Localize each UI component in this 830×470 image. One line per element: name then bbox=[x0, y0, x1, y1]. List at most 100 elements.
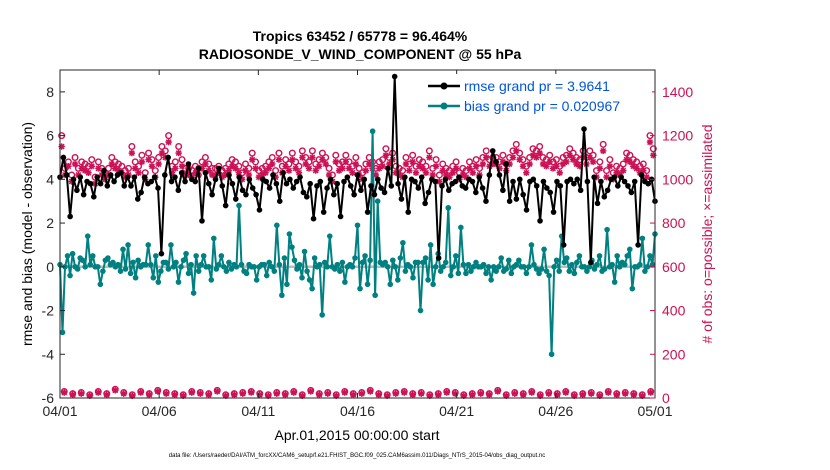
obs-possible-marker bbox=[298, 147, 306, 155]
obs-assimilated-marker-low bbox=[358, 390, 365, 397]
bias-point bbox=[236, 202, 242, 209]
bias-point bbox=[233, 264, 240, 270]
obs-possible-marker bbox=[178, 156, 186, 164]
bias-point bbox=[173, 259, 179, 266]
x-axis-ticks: 04/01 04/06 04/11 04/16 04/21 04/26 05/01 bbox=[42, 70, 673, 419]
rmse-point bbox=[276, 198, 283, 204]
bias-point bbox=[299, 274, 305, 281]
obs-assimilated-marker-low bbox=[554, 391, 561, 398]
obs-possible-marker bbox=[288, 149, 296, 157]
obs-possible-marker bbox=[402, 153, 410, 161]
bias-point bbox=[644, 264, 651, 270]
bias-point bbox=[226, 259, 232, 266]
obs-assimilated-marker-low bbox=[61, 389, 68, 396]
bias-point bbox=[301, 248, 308, 255]
bias-point bbox=[150, 274, 157, 281]
obs-possible-marker bbox=[158, 143, 166, 151]
obs-assimilated-marker bbox=[185, 171, 192, 179]
obs-assimilated-marker-low bbox=[596, 392, 603, 400]
obs-assimilated-marker bbox=[533, 154, 540, 161]
rmse-point bbox=[500, 187, 506, 194]
bias-point bbox=[450, 264, 457, 270]
bias-point bbox=[74, 266, 81, 272]
obs-possible-marker bbox=[248, 149, 256, 157]
bias-point bbox=[521, 264, 527, 270]
rmse-point bbox=[141, 174, 148, 180]
obs-possible-marker bbox=[512, 140, 520, 148]
rmse-point bbox=[226, 172, 232, 178]
obs-assimilated-marker bbox=[88, 163, 95, 170]
bias-point bbox=[616, 264, 623, 270]
bias-point bbox=[425, 277, 431, 283]
rmse-point bbox=[510, 178, 516, 185]
obs-assimilated-marker bbox=[606, 163, 614, 170]
rmse-point bbox=[395, 180, 401, 187]
obs-assimilated-marker bbox=[95, 165, 102, 172]
obs-assimilated-marker bbox=[589, 158, 597, 166]
obs-assimilated-marker bbox=[145, 156, 152, 163]
obs-possible-marker bbox=[231, 158, 239, 166]
obs-assimilated-marker bbox=[325, 171, 333, 179]
bias-point bbox=[546, 272, 552, 279]
obs-possible-marker bbox=[352, 153, 360, 161]
obs-possible-marker bbox=[282, 156, 290, 164]
rmse-point bbox=[341, 178, 347, 185]
bias-point bbox=[132, 274, 139, 281]
obs-assimilated-marker bbox=[272, 173, 279, 181]
x-axis-label: Apr.01,2015 00:00:00 start bbox=[274, 427, 439, 443]
y-right-tick-label: 600 bbox=[662, 259, 686, 275]
obs-assimilated-marker bbox=[446, 173, 453, 181]
obs-assimilated-marker bbox=[319, 156, 326, 163]
bias-point bbox=[430, 281, 436, 288]
rmse-point bbox=[503, 161, 510, 167]
rmse-point bbox=[631, 178, 638, 185]
rmse-point bbox=[283, 180, 290, 187]
obs-possible-marker bbox=[332, 151, 340, 159]
rmse-point bbox=[462, 185, 469, 191]
obs-assimilated-marker-low bbox=[545, 390, 552, 397]
bias-point bbox=[263, 272, 270, 279]
bias-point bbox=[483, 270, 489, 277]
bias-point bbox=[205, 264, 212, 270]
y-right-tick-label: 400 bbox=[662, 303, 686, 319]
obs-assimilated-marker-low bbox=[112, 387, 119, 394]
obs-assimilated-marker-low bbox=[537, 392, 544, 400]
bias-point bbox=[198, 261, 204, 268]
obs-assimilated-marker bbox=[269, 160, 276, 168]
bias-point bbox=[374, 198, 381, 204]
obs-assimilated-marker bbox=[212, 171, 219, 179]
bias-point bbox=[415, 259, 421, 266]
obs-assimilated-marker-low bbox=[622, 390, 629, 397]
obs-assimilated-marker-low bbox=[265, 392, 272, 400]
rmse-point bbox=[422, 200, 428, 207]
y-right-tick-label: 1000 bbox=[662, 171, 693, 187]
obs-assimilated-marker bbox=[422, 169, 430, 176]
rmse-point bbox=[486, 172, 493, 178]
rmse-point bbox=[530, 176, 537, 183]
rmse-point bbox=[60, 154, 67, 161]
obs-assimilated-marker bbox=[132, 165, 139, 172]
bias-point bbox=[223, 268, 230, 274]
rmse-point bbox=[358, 187, 364, 194]
bias-point bbox=[614, 253, 620, 259]
bias-point bbox=[359, 259, 366, 266]
rmse-point bbox=[77, 174, 84, 180]
obs-assimilated-marker-low bbox=[511, 390, 518, 397]
bias-point bbox=[591, 266, 598, 272]
bias-point bbox=[503, 266, 510, 272]
obs-assimilated-marker-low bbox=[460, 392, 467, 400]
obs-assimilated-marker-low bbox=[146, 391, 153, 398]
x-tick-label: 04/06 bbox=[142, 403, 177, 419]
obs-possible-marker bbox=[325, 164, 333, 172]
obs-assimilated-marker bbox=[228, 163, 236, 170]
obs-assimilated-marker bbox=[379, 163, 386, 170]
y-right-tick-label: 1200 bbox=[662, 128, 693, 144]
obs-assimilated-marker bbox=[650, 152, 657, 159]
obs-assimilated-marker bbox=[85, 169, 92, 176]
rmse-point bbox=[412, 178, 418, 185]
obs-assimilated-marker bbox=[202, 160, 209, 168]
bias-point bbox=[601, 266, 608, 272]
obs-possible-marker bbox=[165, 132, 173, 140]
obs-assimilated-marker bbox=[386, 160, 393, 168]
bias-point bbox=[523, 270, 530, 277]
